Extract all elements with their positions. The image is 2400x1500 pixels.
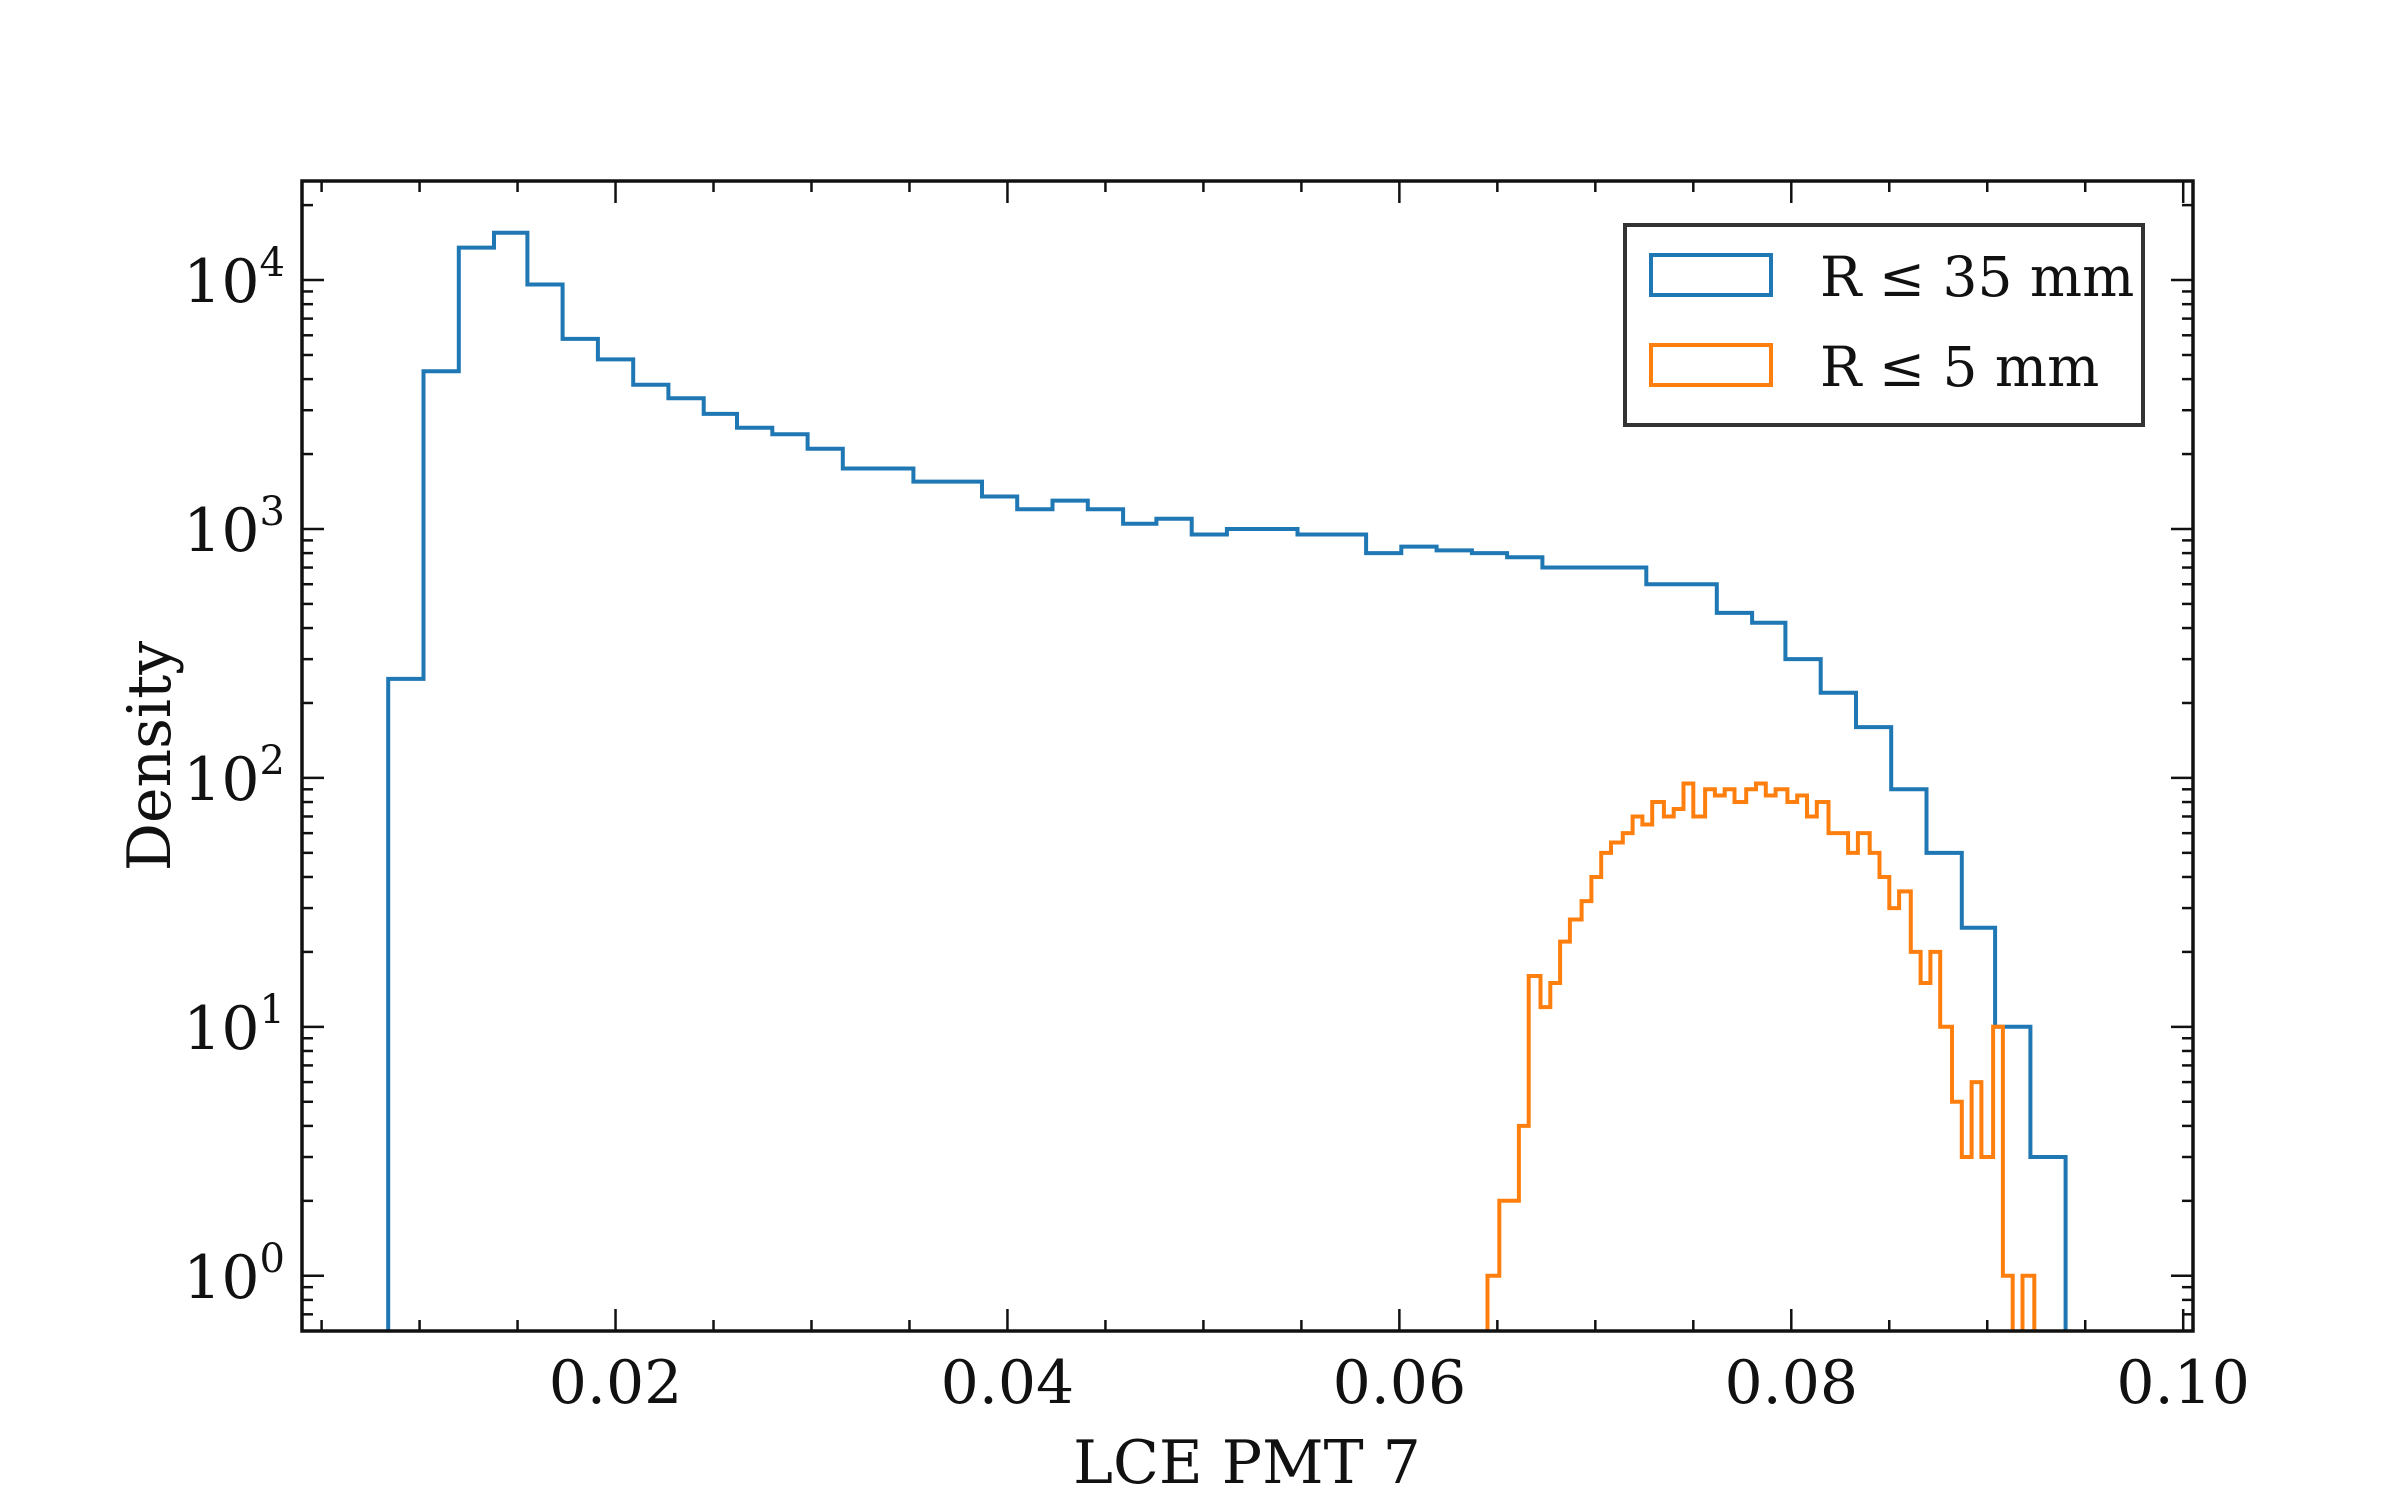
y-tick-label: 101 [183,987,285,1064]
histogram-series-0 [386,230,2068,1331]
y-axis-title: Density [115,641,185,871]
x-tick-label: 0.10 [2116,1348,2250,1418]
y-tick-label: 104 [183,240,285,317]
legend-swatch-r35 [1649,253,1773,297]
y-tick-label: 103 [183,489,285,566]
x-tick-label: 0.04 [941,1348,1075,1418]
y-tick-label: 102 [183,738,285,815]
ticks-layer: 0.02 0.04 0.06 0.08 0.10 100 101 102 103 104 [183,181,2250,1418]
legend-label-r35: R ≤ 35 mm [1820,245,2134,309]
histogram-series-1 [1485,781,2037,1331]
x-tick-label: 0.06 [1333,1348,1467,1418]
plot-frame [300,179,2195,1333]
legend: R ≤ 35 mm R ≤ 5 mm [1623,223,2145,427]
legend-box [1623,223,2145,427]
legend-label-r5: R ≤ 5 mm [1820,335,2099,399]
series-layer [386,230,2068,1331]
y-tick-label: 100 [183,1236,285,1313]
legend-swatch-r5 [1649,343,1773,387]
x-tick-label: 0.02 [549,1348,683,1418]
x-tick-label: 0.08 [1724,1348,1858,1418]
x-axis-title: LCE PMT 7 [1073,1428,1421,1498]
